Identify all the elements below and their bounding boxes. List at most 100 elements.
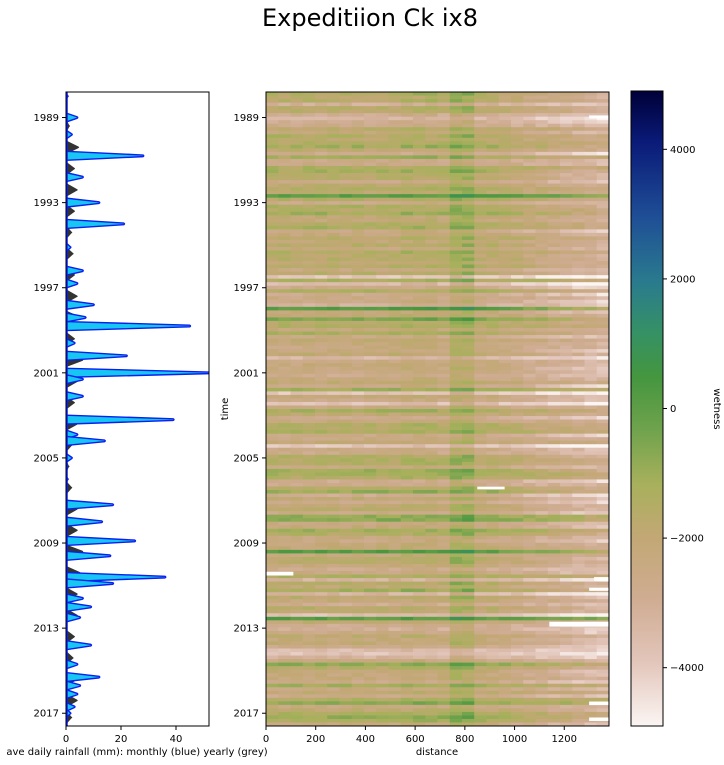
- heatmap-cell: [572, 500, 586, 505]
- heatmap-cell: [413, 169, 426, 174]
- heatmap-cell: [596, 257, 609, 262]
- heatmap-cell: [302, 694, 316, 699]
- heatmap-cell: [290, 246, 304, 252]
- heatmap-cell: [425, 106, 439, 111]
- heatmap-cell: [388, 380, 402, 385]
- heatmap-cell: [511, 165, 524, 171]
- heatmap-cell: [302, 571, 316, 576]
- heatmap-cell: [596, 493, 609, 498]
- heatmap-cell: [413, 183, 426, 188]
- heatmap-cell: [486, 662, 500, 667]
- heatmap-cell: [572, 243, 586, 248]
- heatmap-cell: [266, 324, 279, 329]
- heatmap-cell: [327, 197, 341, 202]
- heatmap-cell: [302, 327, 316, 333]
- heatmap-cell: [547, 497, 561, 502]
- heatmap-cell: [327, 201, 341, 206]
- heatmap-cell: [596, 560, 609, 565]
- heatmap-cell: [474, 183, 488, 188]
- heatmap-cell: [584, 412, 598, 417]
- heatmap-cell: [400, 99, 414, 104]
- heatmap-cell: [400, 437, 414, 442]
- heatmap-cell: [290, 525, 304, 530]
- heatmap-cell: [339, 380, 353, 385]
- heatmap-cell: [388, 95, 402, 100]
- heatmap-cell: [376, 394, 390, 400]
- heatmap-cell: [266, 201, 279, 206]
- heatmap-cell: [290, 180, 304, 185]
- heatmap-cell: [278, 549, 292, 555]
- heatmap-cell: [511, 264, 524, 269]
- heatmap-cell: [437, 236, 451, 241]
- heatmap-cell: [511, 190, 524, 195]
- heatmap-cell: [302, 165, 316, 171]
- heatmap-cell: [486, 500, 500, 505]
- heatmap-cell: [572, 366, 586, 371]
- heatmap-cell: [364, 352, 377, 357]
- heatmap-cell: [596, 571, 609, 576]
- heatmap-cell: [413, 405, 426, 410]
- heatmap-cell: [315, 518, 328, 523]
- heatmap-cell: [364, 669, 377, 674]
- heatmap-cell: [547, 99, 561, 104]
- heatmap-cell: [462, 271, 475, 276]
- heatmap-cell: [339, 158, 353, 164]
- heatmap-cell: [351, 454, 365, 459]
- heatmap-cell: [351, 254, 365, 259]
- heatmap-cell: [376, 518, 390, 523]
- heatmap-cell: [315, 342, 328, 347]
- heatmap-cell: [302, 246, 316, 252]
- heatmap-cell: [315, 169, 328, 174]
- heatmap-cell: [535, 356, 549, 361]
- heatmap-cell: [474, 697, 488, 702]
- heatmap-cell: [278, 528, 292, 533]
- heatmap-cell: [449, 451, 463, 456]
- heatmap-cell: [547, 426, 561, 431]
- heatmap-cell: [315, 211, 328, 216]
- heatmap-cell: [486, 599, 500, 604]
- heatmap-cell: [266, 254, 279, 259]
- heatmap-cell: [486, 447, 500, 452]
- heatmap-cell: [266, 644, 279, 650]
- heatmap-cell: [327, 204, 341, 209]
- heatmap-cell: [474, 704, 488, 709]
- heatmap-cell: [388, 92, 402, 97]
- heatmap-cell: [364, 158, 377, 164]
- heatmap-cell: [351, 500, 365, 505]
- heatmap-cell: [535, 613, 549, 618]
- heatmap-cell: [400, 676, 414, 681]
- heatmap-cell: [339, 243, 353, 248]
- heatmap-cell: [266, 236, 279, 241]
- heatmap-cell: [400, 454, 414, 459]
- heatmap-cell: [266, 504, 279, 509]
- heatmap-cell: [498, 204, 512, 209]
- heatmap-cell: [266, 585, 279, 590]
- heatmap-cell: [596, 158, 609, 164]
- heatmap-cell: [474, 574, 488, 579]
- heatmap-cell: [584, 327, 598, 333]
- heatmap-cell: [437, 673, 451, 678]
- heatmap-cell: [547, 366, 561, 371]
- heatmap-cell: [449, 644, 463, 650]
- heatmap-cell: [315, 493, 328, 498]
- heatmap-cell: [364, 232, 377, 238]
- heatmap-cell: [511, 398, 524, 403]
- heatmap-cell: [278, 127, 292, 132]
- heatmap-cell: [364, 521, 377, 526]
- heatmap-cell: [449, 472, 463, 477]
- heatmap-cell: [437, 246, 451, 252]
- heatmap-cell: [327, 387, 341, 392]
- heatmap-cell: [449, 134, 463, 139]
- heatmap-cell: [535, 338, 549, 343]
- heatmap-cell: [266, 676, 279, 681]
- heatmap-cell: [290, 490, 304, 495]
- heatmap-cell: [302, 613, 316, 618]
- heatmap-cell: [388, 310, 402, 315]
- heatmap-cell: [572, 373, 586, 378]
- heatmap-cell: [462, 528, 475, 533]
- heatmap-cell: [400, 391, 414, 396]
- heatmap-cell: [596, 599, 609, 604]
- heatmap-cell: [376, 380, 390, 385]
- heatmap-cell: [547, 359, 561, 364]
- heatmap-cell: [315, 585, 328, 590]
